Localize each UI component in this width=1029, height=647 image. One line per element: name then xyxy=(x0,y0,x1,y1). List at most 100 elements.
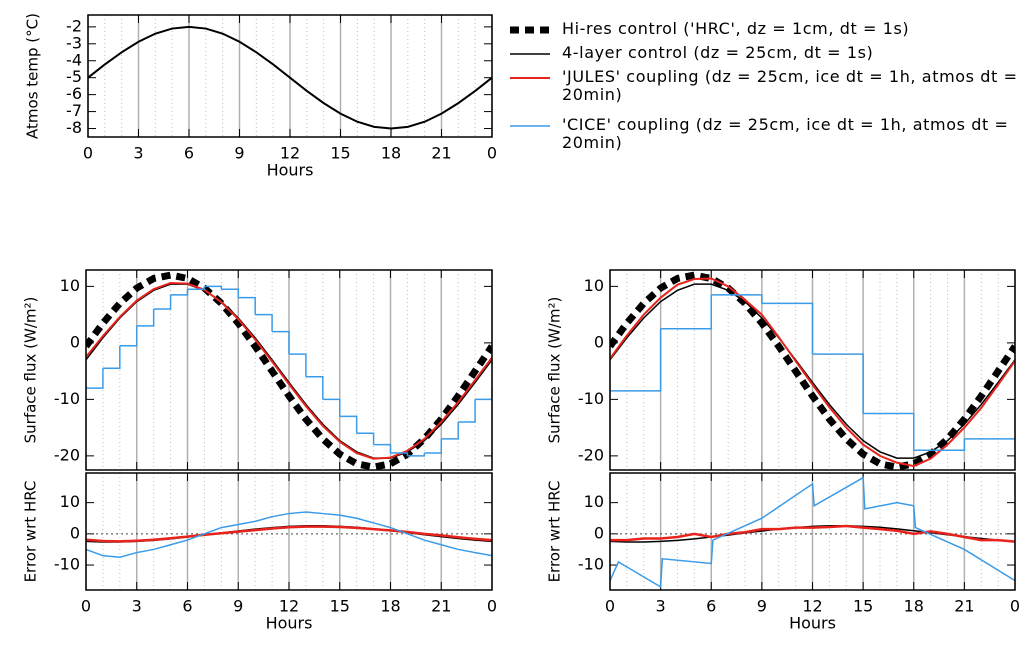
legend-entry: 'JULES' coupling (dz = 25cm, ice dt = 1h… xyxy=(508,68,1023,104)
y-tick-label: 10 xyxy=(584,276,604,295)
x-tick-label: 0 xyxy=(83,144,93,163)
step-segment xyxy=(761,302,814,355)
step-segment xyxy=(390,452,409,456)
y-tick-label: -10 xyxy=(578,389,604,408)
step-segment xyxy=(170,289,189,296)
plot-frame xyxy=(609,269,1016,471)
legend-label: 'JULES' coupling (dz = 25cm, ice dt = 1h… xyxy=(562,67,1018,104)
step-segment xyxy=(441,421,459,440)
y-tick-label: 0 xyxy=(594,332,604,351)
legend-swatch xyxy=(510,125,550,127)
series-line xyxy=(610,524,1015,543)
legend-label: Hi-res control ('HRC', dz = 1cm, dt = 1s… xyxy=(562,19,910,38)
y-tick-label: -2 xyxy=(66,16,82,35)
y-tick-label: -7 xyxy=(66,101,82,120)
y-tick-label: 10 xyxy=(60,492,80,511)
x-tick-label: 21 xyxy=(431,597,451,616)
y-tick-label: 0 xyxy=(70,332,80,351)
step-segment xyxy=(153,294,172,310)
legend-label: 'CICE' coupling (dz = 25cm, ice dt = 1h,… xyxy=(562,115,1009,152)
step-segment xyxy=(204,285,223,290)
step-segment xyxy=(339,415,358,434)
legend-swatch xyxy=(510,77,550,79)
legend-entry: Hi-res control ('HRC', dz = 1cm, dt = 1s… xyxy=(508,20,1023,38)
step-segment xyxy=(272,330,290,355)
legend-swatch xyxy=(510,53,550,55)
y-axis-label: Atmos temp (°C) xyxy=(24,13,42,139)
x-tick-label: 15 xyxy=(853,597,873,616)
legend-entry: 'CICE' coupling (dz = 25cm, ice dt = 1h,… xyxy=(508,116,1023,152)
y-tick-label: -10 xyxy=(54,389,80,408)
series-line xyxy=(610,283,1015,459)
series-line xyxy=(86,511,492,558)
y-tick-label: 0 xyxy=(594,523,604,542)
series-line xyxy=(610,476,1015,589)
y-tick-label: 10 xyxy=(584,492,604,511)
x-tick-label: 21 xyxy=(954,597,974,616)
x-tick-label: 18 xyxy=(904,597,924,616)
x-tick-label: 18 xyxy=(380,597,400,616)
x-tick-label: 0 xyxy=(81,597,91,616)
x-axis-label: Hours xyxy=(267,161,314,180)
y-tick-label: -10 xyxy=(54,555,80,574)
x-tick-label: 3 xyxy=(133,144,143,163)
step-segment xyxy=(458,399,476,423)
step-segment xyxy=(424,438,442,454)
step-segment xyxy=(187,286,206,290)
x-tick-label: 18 xyxy=(381,144,401,163)
step-segment xyxy=(322,398,341,417)
x-tick-label: 3 xyxy=(656,597,666,616)
series-line xyxy=(86,525,492,543)
y-axis-label: Surface flux (W/m²) xyxy=(546,297,564,444)
x-tick-label: 0 xyxy=(487,597,497,616)
y-tick-label: 10 xyxy=(60,276,80,295)
y-tick-label: -3 xyxy=(66,33,82,52)
legend: Hi-res control ('HRC', dz = 1cm, dt = 1s… xyxy=(508,20,1023,158)
y-tick-label: -10 xyxy=(578,555,604,574)
plot-frame xyxy=(85,269,493,471)
step-segment xyxy=(305,376,324,400)
step-segment xyxy=(407,453,426,457)
y-axis-label: Surface flux (W/m²) xyxy=(22,297,40,444)
step-segment xyxy=(863,412,915,451)
series-line xyxy=(610,271,1015,470)
x-tick-label: 0 xyxy=(1010,597,1020,616)
legend-swatch xyxy=(510,26,550,34)
plot-frame xyxy=(85,472,493,591)
y-tick-label: -8 xyxy=(66,118,82,137)
step-segment xyxy=(238,296,256,315)
x-tick-label: 6 xyxy=(706,597,716,616)
step-segment xyxy=(610,328,662,392)
x-tick-label: 9 xyxy=(234,144,244,163)
x-tick-label: 12 xyxy=(279,597,299,616)
step-segment xyxy=(102,345,121,370)
step-segment xyxy=(86,368,104,389)
x-tick-label: 15 xyxy=(330,597,350,616)
x-tick-label: 15 xyxy=(330,144,350,163)
y-axis-label: Error wrt HRC xyxy=(22,481,40,583)
y-axis-label: Error wrt HRC xyxy=(546,481,564,583)
step-segment xyxy=(221,288,239,298)
step-segment xyxy=(711,294,763,304)
y-tick-label: -5 xyxy=(66,67,82,86)
series-line xyxy=(86,271,492,470)
x-axis-label: Hours xyxy=(266,614,313,633)
step-segment xyxy=(373,443,392,454)
step-segment xyxy=(475,388,492,401)
step-segment xyxy=(356,432,375,445)
plot-frame xyxy=(609,472,1016,591)
x-tick-label: 0 xyxy=(487,144,497,163)
step-segment xyxy=(660,294,712,330)
x-tick-label: 9 xyxy=(757,597,767,616)
x-tick-label: 6 xyxy=(182,597,192,616)
legend-label: 4-layer control (dz = 25cm, dt = 1s) xyxy=(562,43,874,62)
series-line xyxy=(610,277,1015,468)
step-segment xyxy=(255,313,273,332)
step-segment xyxy=(119,325,138,347)
step-segment xyxy=(289,353,307,377)
x-tick-label: 9 xyxy=(233,597,243,616)
x-tick-label: 0 xyxy=(605,597,615,616)
step-segment xyxy=(136,308,155,327)
